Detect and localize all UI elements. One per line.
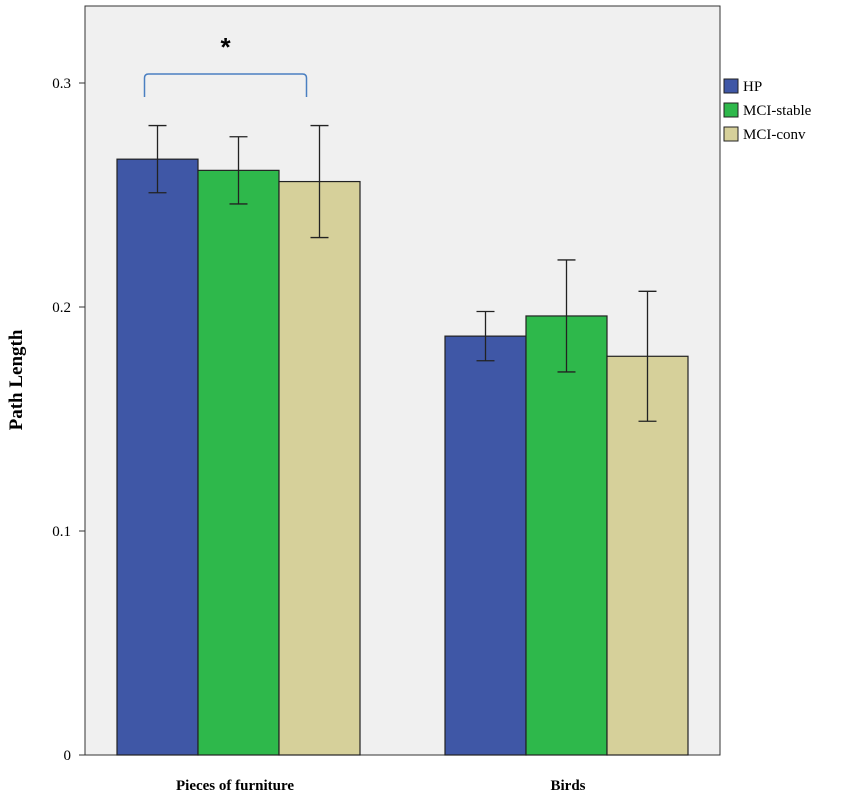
bars-layer	[116, 158, 689, 756]
legend-swatch	[723, 78, 739, 94]
legend: HP MCI-stable MCI-conv	[723, 78, 812, 143]
y-tick-label: 0.2	[52, 300, 71, 316]
bar-hp-birds	[444, 335, 527, 756]
bar-mci-conv-birds	[606, 355, 689, 756]
legend-swatch	[723, 126, 739, 142]
significance-annotation: *	[143, 32, 308, 97]
x-category-label: Birds	[550, 778, 585, 794]
error-bars-layer	[148, 124, 657, 422]
y-tick-label: 0	[64, 748, 72, 764]
legend-label: MCI-conv	[743, 127, 806, 143]
x-category-label: Pieces of furniture	[176, 778, 294, 794]
bar-mci-stable-birds	[525, 315, 608, 756]
bar-mci-conv-furniture	[278, 180, 361, 756]
y-axis: 0 0.1 0.2 0.3	[52, 76, 85, 764]
y-tick-label: 0.1	[52, 524, 71, 540]
y-axis-label: Path Length	[6, 329, 27, 430]
y-tick-label: 0.3	[52, 76, 71, 92]
significance-bracket	[143, 73, 308, 97]
legend-label: HP	[743, 79, 762, 95]
significance-star: *	[220, 32, 231, 62]
x-axis-categories: Pieces of furniture Birds	[176, 778, 586, 794]
legend-label: MCI-stable	[743, 103, 812, 119]
bar-hp-furniture	[116, 158, 199, 756]
bar-mci-stable-furniture	[197, 169, 280, 756]
legend-swatch	[723, 102, 739, 118]
